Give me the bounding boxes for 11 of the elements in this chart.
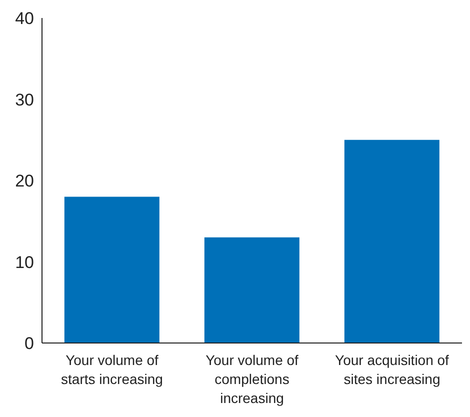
y-tick-label: 20 <box>15 172 34 191</box>
x-tick-label: Your volume of starts increasing <box>61 352 163 387</box>
bar <box>64 196 160 343</box>
bar <box>344 140 440 343</box>
y-tick-label: 40 <box>15 9 34 28</box>
x-tick-label: Your volume of completions increasing <box>206 352 299 406</box>
x-tick-label: Your acquisition of sites increasing <box>335 352 450 387</box>
y-tick-label: 30 <box>15 90 34 110</box>
y-tick-label: 0 <box>24 334 34 354</box>
y-tick-label: 10 <box>15 252 34 272</box>
bar <box>204 237 300 343</box>
